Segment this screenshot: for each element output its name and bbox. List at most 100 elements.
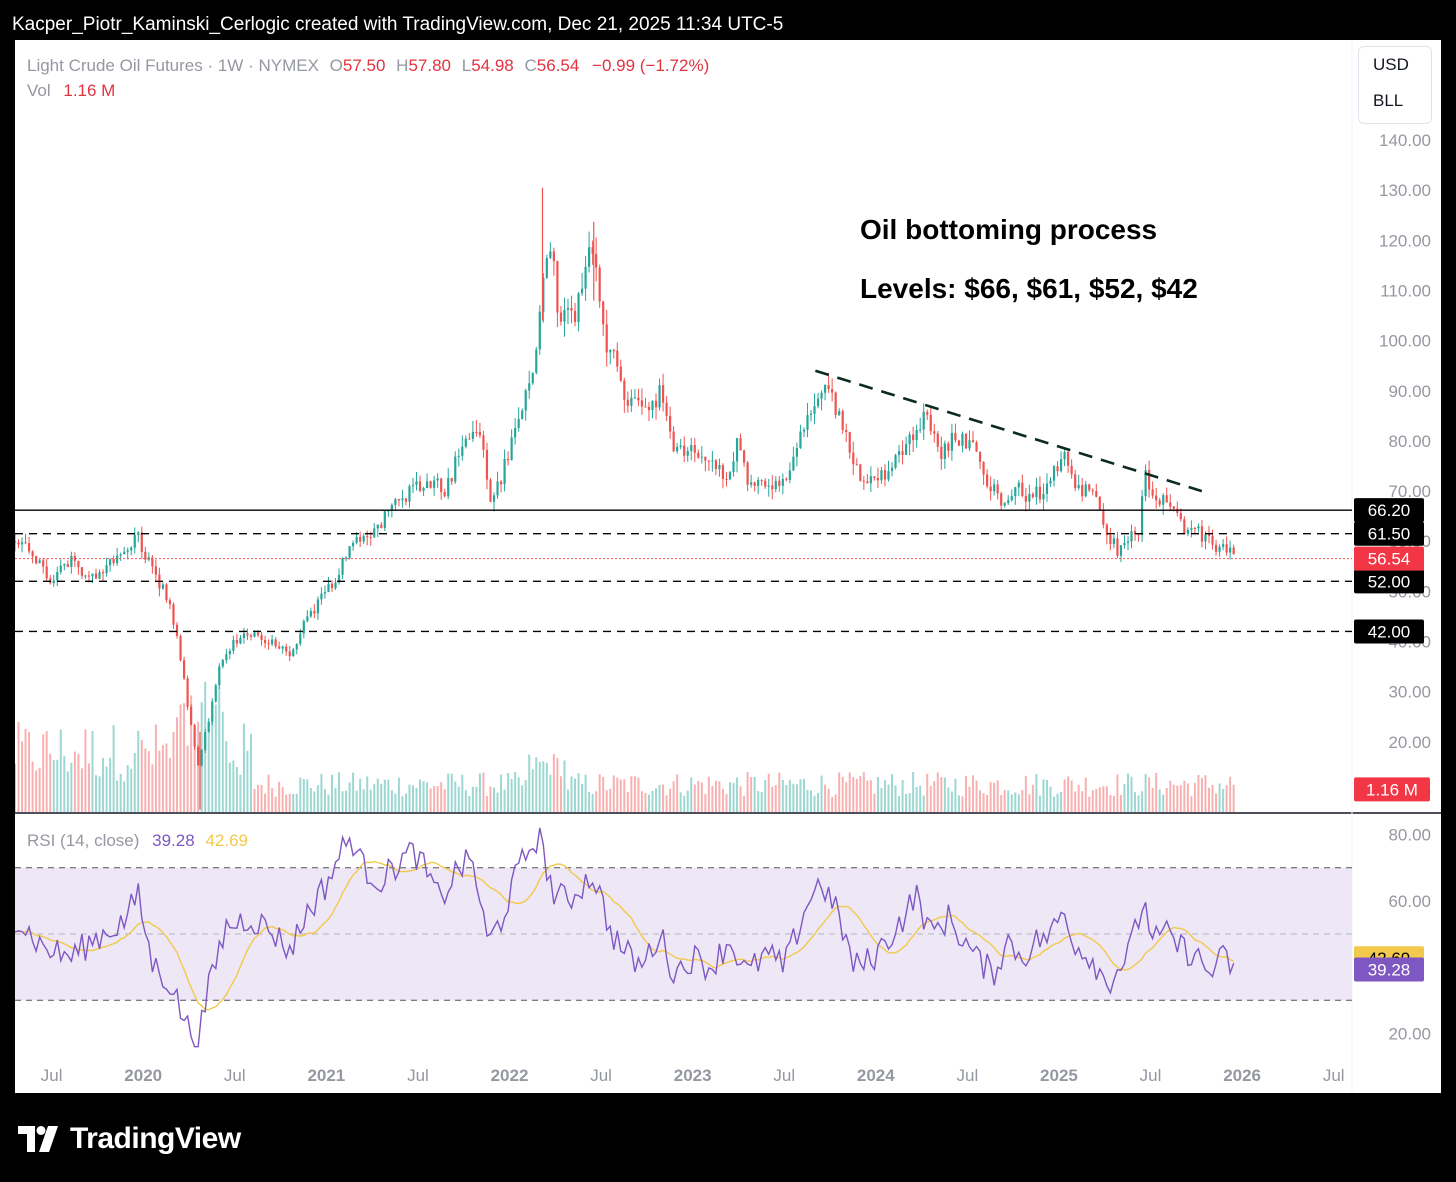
- candle-body: [1017, 482, 1020, 488]
- volume-bar: [820, 775, 823, 812]
- volume-bar: [665, 795, 668, 812]
- candle-body: [1003, 503, 1006, 506]
- volume-bar: [1162, 794, 1165, 812]
- candle-body: [781, 479, 784, 486]
- volume-bar: [1042, 779, 1045, 812]
- candle-body: [70, 556, 73, 567]
- volume-bar: [725, 794, 728, 812]
- candle-body: [827, 385, 830, 390]
- time-axis-tick-label: 2021: [307, 1066, 345, 1085]
- candle-body: [295, 643, 298, 650]
- candle-body: [908, 434, 911, 445]
- rsi-value: 39.28: [152, 831, 195, 850]
- volume-bar: [1211, 784, 1214, 812]
- candle-body: [242, 633, 246, 639]
- candle-body: [820, 392, 823, 399]
- volume-bar: [552, 754, 555, 812]
- volume-bar: [408, 784, 411, 812]
- volume-bar: [412, 785, 415, 812]
- volume-bar: [651, 790, 654, 812]
- volume-bar: [98, 776, 101, 812]
- volume-bar: [1151, 788, 1154, 812]
- volume-bar: [954, 778, 957, 812]
- candle-body: [876, 478, 880, 481]
- candle-body: [1140, 496, 1144, 536]
- candle-body: [714, 460, 718, 469]
- volume-bar: [686, 790, 689, 812]
- volume-bar: [147, 751, 150, 812]
- level-label-box: [1354, 498, 1424, 523]
- time-axis-tick-label: Jul: [407, 1066, 429, 1085]
- volume-bar: [464, 790, 467, 812]
- candle-body: [619, 366, 622, 381]
- volume-bar: [862, 772, 865, 812]
- volume-bar: [1028, 794, 1031, 812]
- volume-bar: [320, 773, 323, 812]
- chart-frame[interactable]: 10.0020.0030.0040.0050.0060.0070.0080.00…: [15, 40, 1441, 1093]
- volume-value: 1.16 M: [63, 81, 116, 100]
- candle-body: [739, 438, 742, 451]
- candle-body: [926, 411, 929, 415]
- volume-bar: [239, 774, 242, 812]
- volume-bar: [1165, 787, 1168, 812]
- volume-bar: [419, 779, 422, 812]
- volume-bar: [140, 739, 143, 812]
- candle-body: [647, 406, 651, 411]
- volume-bar: [531, 769, 534, 812]
- candle-body: [144, 551, 147, 560]
- candle-body: [1021, 482, 1024, 496]
- volume-label: 1.16 M: [1366, 780, 1418, 799]
- candle-body: [1197, 526, 1200, 529]
- candle-body: [447, 478, 450, 497]
- tradingview-logo[interactable]: TradingView: [18, 1121, 241, 1157]
- annotation-levels: Levels: $66, $61, $52, $42: [860, 273, 1198, 304]
- currency-label[interactable]: USD: [1373, 55, 1409, 74]
- tradingview-logo-icon: [18, 1126, 58, 1152]
- candle-body: [545, 257, 548, 278]
- volume-bar: [996, 780, 999, 812]
- candle-body: [792, 456, 795, 471]
- candle-body: [126, 550, 129, 552]
- candle-body: [404, 498, 408, 502]
- volume-bar: [831, 796, 834, 812]
- time-axis-tick-label: Jul: [1140, 1066, 1162, 1085]
- volume-bar: [1010, 794, 1013, 812]
- volume-bar: [493, 787, 496, 812]
- candle-body: [573, 310, 577, 322]
- currency-unit-selector[interactable]: USD BLL: [1358, 46, 1432, 124]
- volume-bar: [574, 778, 577, 812]
- candle-body: [475, 431, 478, 433]
- candle-body: [1102, 509, 1105, 525]
- volume-bar: [845, 782, 848, 812]
- volume-bar: [855, 778, 858, 812]
- candle-body: [1158, 500, 1161, 505]
- volume-bar: [640, 791, 643, 812]
- candle-body: [883, 470, 887, 480]
- candle-body: [676, 447, 679, 452]
- time-axis-tick-label: 2026: [1223, 1066, 1261, 1085]
- unit-label[interactable]: BLL: [1373, 91, 1404, 110]
- time-axis-tick-label: Jul: [41, 1066, 63, 1085]
- volume-bar: [197, 721, 200, 812]
- time-axis-tick-label: 2022: [491, 1066, 529, 1085]
- chart-canvas[interactable]: 10.0020.0030.0040.0050.0060.0070.0080.00…: [15, 40, 1441, 1093]
- candle-body: [1207, 534, 1211, 536]
- candle-body: [1211, 535, 1214, 545]
- volume-bar: [151, 764, 154, 812]
- candle-body: [105, 565, 108, 574]
- candle-body: [915, 430, 918, 441]
- volume-bar: [49, 753, 52, 812]
- volume-bar: [915, 786, 918, 812]
- volume-bar: [66, 771, 69, 812]
- volume-bar: [647, 794, 650, 812]
- candle-body: [869, 476, 872, 484]
- candle-body: [1133, 531, 1137, 535]
- volume-bar: [56, 759, 59, 812]
- volume-bar: [979, 790, 982, 812]
- volume-bar: [736, 777, 739, 812]
- change-value: −0.99 (−1.72%): [592, 56, 710, 75]
- volume-bar: [1119, 794, 1122, 812]
- volume-bar: [538, 761, 541, 812]
- candle-body: [175, 624, 179, 636]
- volume-bar: [993, 782, 996, 812]
